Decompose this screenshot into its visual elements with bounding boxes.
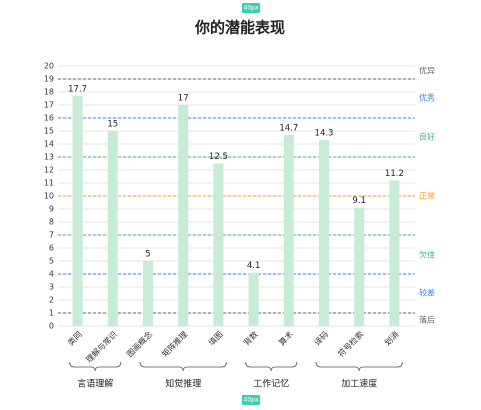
group-label: 知觉推理	[165, 378, 201, 390]
x-tick-label: 填图	[206, 329, 224, 347]
value-label: 17.7	[68, 84, 87, 94]
reference-label: 优秀	[419, 93, 435, 103]
x-tick-label: 符号检索	[336, 329, 366, 359]
group-label: 加工速度	[341, 378, 377, 390]
y-tick-label: 19	[44, 75, 54, 84]
bar	[107, 131, 118, 326]
y-tick-label: 8	[49, 218, 54, 227]
group-brace	[245, 361, 298, 372]
x-tick-label: 划消	[382, 329, 400, 347]
value-label: 14.7	[279, 123, 298, 133]
y-tick-label: 11	[44, 179, 54, 188]
value-label: 12.5	[209, 152, 228, 162]
reference-label: 良好	[419, 132, 435, 142]
bar	[283, 134, 294, 326]
y-tick-label: 0	[49, 322, 54, 331]
x-tick-label: 矩阵推理	[160, 329, 190, 359]
value-label: 4.1	[247, 261, 261, 271]
group-brace	[315, 361, 403, 372]
spacing-label: 40px	[244, 397, 259, 404]
y-tick-label: 9	[49, 205, 54, 214]
value-label: 17	[178, 94, 189, 104]
y-tick-label: 13	[44, 153, 54, 162]
y-tick-label: 6	[49, 244, 54, 253]
group-brace	[69, 361, 122, 372]
y-tick-label: 15	[44, 127, 54, 136]
bar	[72, 95, 83, 327]
y-tick-label: 3	[49, 283, 54, 292]
value-label: 15	[107, 120, 118, 130]
value-label: 9.1	[352, 196, 366, 206]
reference-label: 落后	[419, 315, 435, 325]
group-brace	[139, 361, 227, 372]
chart-title: 你的潜能表现	[194, 19, 285, 37]
y-tick-label: 18	[44, 88, 54, 97]
y-tick-label: 4	[49, 270, 54, 279]
y-tick-label: 5	[49, 257, 54, 266]
x-tick-label: 译码	[313, 330, 331, 348]
reference-label: 欠佳	[419, 250, 435, 260]
x-tick-label: 图画概念	[124, 329, 154, 359]
y-tick-label: 12	[44, 166, 54, 175]
y-tick-label: 7	[49, 231, 54, 240]
spacing-badge	[242, 3, 260, 13]
bar	[213, 163, 224, 326]
group-label: 工作记忆	[253, 378, 289, 390]
y-tick-label: 16	[44, 114, 54, 123]
y-tick-label: 1	[49, 309, 54, 318]
value-label: 11.2	[385, 169, 404, 179]
bar	[143, 261, 153, 326]
bar	[248, 272, 259, 326]
reference-label: 较差	[419, 288, 435, 298]
y-tick-label: 20	[44, 62, 54, 71]
y-tick-label: 17	[44, 101, 54, 110]
bar	[354, 207, 365, 326]
reference-label: 优异	[419, 66, 435, 76]
value-label: 14.3	[315, 129, 334, 139]
value-label: 5	[145, 250, 150, 260]
y-tick-label: 14	[44, 140, 54, 149]
spacing-badge	[242, 395, 260, 405]
x-tick-label: 理解与常识	[84, 329, 119, 364]
group-label: 言语理解	[77, 378, 113, 390]
x-tick-label: 类同	[65, 329, 83, 347]
y-tick-label: 10	[44, 192, 54, 201]
x-tick-label: 算术	[277, 329, 295, 347]
x-tick-label: 背数	[241, 329, 259, 347]
bar	[178, 105, 189, 326]
bar	[389, 180, 400, 326]
spacing-label: 40px	[244, 5, 259, 12]
bar	[319, 140, 329, 326]
y-tick-label: 2	[49, 296, 54, 305]
reference-label: 正常	[419, 192, 435, 201]
